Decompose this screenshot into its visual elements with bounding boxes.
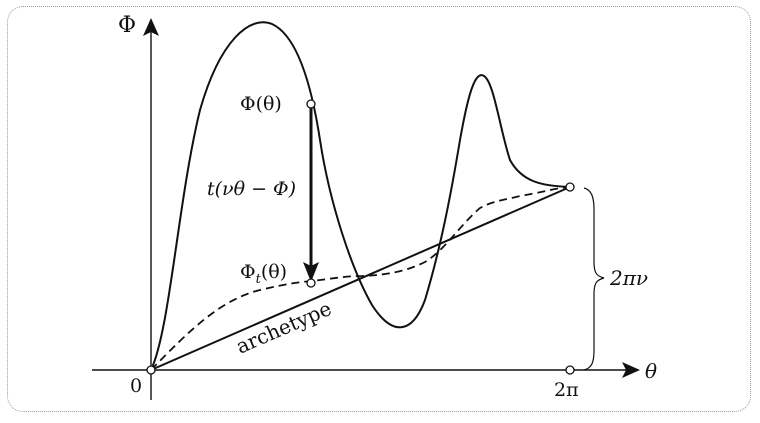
lower-point-label-main: Φ [240, 261, 256, 283]
y-axis-arrowhead [143, 18, 159, 36]
two-pi-point [565, 365, 575, 375]
origin-point [146, 365, 156, 375]
upper-point-label: Φ(θ) [240, 93, 282, 115]
flow-arrowhead [303, 262, 319, 282]
origin-label: 0 [130, 375, 142, 397]
lower-point-label: Φt(θ) [240, 261, 287, 287]
lower-point [306, 278, 316, 288]
brace-label: 2πν [609, 266, 648, 290]
phi-curve [150, 21, 571, 371]
upper-point [306, 99, 316, 109]
x-axis-arrowhead [622, 362, 640, 378]
arrow-label: t(νθ − Φ) [207, 178, 296, 200]
lower-point-label-sub: t [256, 272, 262, 287]
two-pi-label: 2π [554, 379, 579, 401]
phi-t-curve [150, 186, 571, 371]
x-axis-label: θ [645, 359, 657, 383]
right-brace [583, 187, 605, 371]
lower-point-label-arg: (θ) [261, 261, 287, 283]
y-axis-label: Φ [118, 13, 136, 38]
figure-frame [7, 6, 751, 412]
archetype-line [150, 186, 571, 371]
end-point [565, 182, 575, 192]
